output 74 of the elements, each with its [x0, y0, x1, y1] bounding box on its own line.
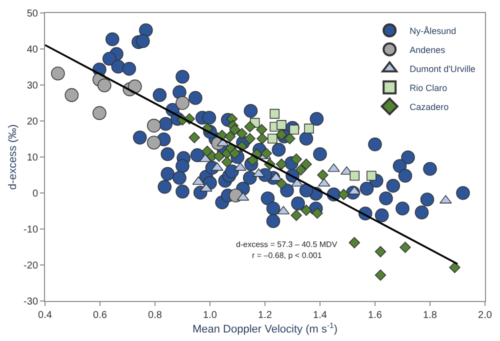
point: [188, 132, 200, 144]
point: [338, 188, 350, 200]
x-tick-label: 1.4: [313, 310, 328, 321]
annotation: r = –0.68, p < 0.001: [252, 251, 322, 260]
point: [244, 133, 256, 144]
point: [64, 88, 79, 102]
y-tick-label: -20: [24, 260, 38, 272]
point: [176, 96, 190, 110]
point: [317, 169, 328, 181]
point: [92, 106, 106, 120]
point: [268, 134, 278, 144]
y-tick-label: -30: [24, 296, 38, 308]
point: [147, 136, 161, 150]
point: [295, 164, 306, 176]
point: [449, 262, 460, 274]
point: [276, 178, 288, 190]
point: [247, 154, 258, 166]
x-tick-label: 1.8: [423, 310, 438, 321]
point: [236, 128, 248, 140]
y-tick-label: 40: [26, 44, 38, 56]
point: [300, 204, 312, 216]
point: [229, 124, 240, 136]
point: [350, 170, 360, 181]
legend-label: Ny-Ålesund: [410, 26, 456, 36]
x-tick-label: 0.8: [148, 310, 162, 321]
x-tick-label: 1.0: [203, 310, 218, 321]
point: [284, 133, 296, 144]
x-tick-label: 2.0: [478, 310, 492, 321]
point: [147, 118, 161, 133]
point: [400, 242, 411, 253]
point: [244, 121, 256, 132]
point: [276, 129, 288, 140]
point: [98, 78, 112, 92]
x-tick-label: 0.6: [93, 310, 108, 321]
point: [312, 208, 323, 219]
point: [213, 150, 225, 162]
point: [300, 158, 312, 170]
point: [328, 163, 340, 172]
point: [290, 154, 302, 165]
point: [256, 124, 268, 136]
x-axis-title: Mean Doppler Velocity (m s$^{-1}$): [192, 321, 338, 336]
point: [276, 158, 288, 170]
point: [128, 80, 142, 94]
point: [290, 210, 302, 221]
legend-label: Cazadero: [410, 102, 449, 112]
point: [374, 246, 386, 258]
point: [51, 66, 65, 80]
point: [260, 148, 272, 159]
point: [270, 108, 280, 119]
y-axis-title: d-excess (‰): [7, 124, 20, 190]
y-tick-label: 20: [26, 116, 38, 128]
y-tick-label: 30: [26, 80, 38, 92]
legend-label: Andenes: [410, 44, 446, 55]
point: [276, 120, 286, 130]
point: [224, 130, 236, 142]
point: [374, 269, 386, 281]
point: [199, 154, 212, 162]
annotation: d-excess = 57.3 – 40.5 MDV: [236, 240, 338, 249]
y-tick-label: 10: [26, 152, 38, 164]
y-tick-label: -10: [24, 224, 38, 236]
point: [256, 133, 268, 144]
x-tick-label: 1.2: [258, 310, 272, 321]
point: [229, 148, 240, 159]
x-tick-label: 0.4: [38, 310, 52, 321]
point: [234, 162, 246, 171]
x-tick-label: 1.6: [368, 310, 382, 321]
point: [304, 124, 314, 134]
legend-label: Dumont d'Urville: [410, 64, 476, 74]
y-tick-label: 0: [32, 188, 38, 200]
point: [221, 156, 233, 168]
y-tick-label: 50: [26, 8, 38, 20]
legend-label: Rio Claro: [410, 82, 448, 93]
point: [291, 178, 304, 187]
point: [348, 237, 360, 248]
